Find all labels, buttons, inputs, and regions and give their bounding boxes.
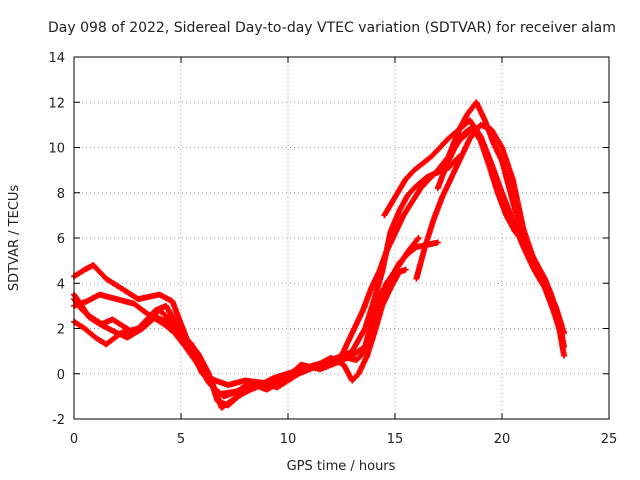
y-tick-label: 12 xyxy=(48,96,65,111)
series-track-5 xyxy=(71,235,422,400)
x-tick-label: 20 xyxy=(494,432,511,447)
y-tick-label: 0 xyxy=(57,368,65,383)
series-track-8 xyxy=(445,99,568,350)
data-point-marker xyxy=(415,235,422,241)
x-tick-label: 5 xyxy=(177,432,185,447)
chart-title: Day 098 of 2022, Sidereal Day-to-day VTE… xyxy=(48,20,616,36)
y-tick-label: 14 xyxy=(48,51,65,66)
y-tick-label: 2 xyxy=(57,323,65,338)
x-tick-label: 10 xyxy=(280,432,297,447)
y-tick-label: 10 xyxy=(48,142,65,157)
data-markers xyxy=(71,99,568,411)
y-axis-label: SDTVAR / TECUs xyxy=(7,185,22,292)
axis-ticks: 0 5 10 15 20 25 -2 0 2 4 6 8 10 12 14 xyxy=(48,51,617,447)
data-point-marker xyxy=(434,239,441,246)
y-tick-label: 8 xyxy=(57,187,65,202)
series-track-9 xyxy=(413,121,568,337)
x-tick-label: 0 xyxy=(70,432,78,447)
data-point-marker xyxy=(561,352,568,359)
y-tick-label: 4 xyxy=(57,277,65,292)
x-tick-label: 25 xyxy=(601,432,618,447)
x-axis-label: GPS time / hours xyxy=(287,459,396,474)
y-tick-label: 6 xyxy=(57,232,65,247)
data-point-marker xyxy=(561,330,568,337)
x-tick-label: 15 xyxy=(387,432,404,447)
data-point-marker xyxy=(402,266,409,273)
y-tick-label: -2 xyxy=(52,413,65,428)
data-point-marker xyxy=(561,343,568,350)
